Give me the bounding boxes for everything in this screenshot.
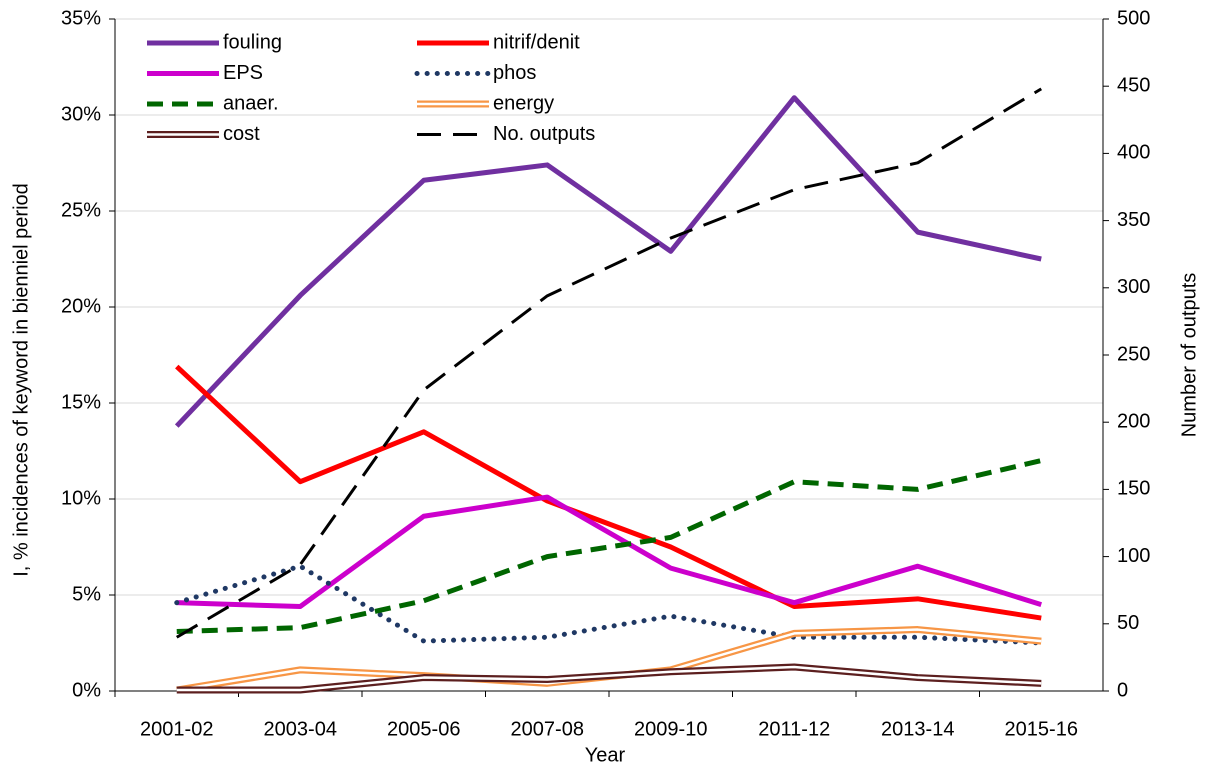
x-tick-label: 2005-06 — [387, 718, 460, 740]
y-tick-label: 15% — [61, 391, 101, 413]
legend-label: cost — [223, 123, 260, 145]
y-tick-label: 25% — [61, 199, 101, 221]
y-tick-label: 30% — [61, 103, 101, 125]
series-line — [176, 458, 1042, 634]
y-tick-label: 5% — [72, 583, 101, 605]
x-tick-label: 2013-14 — [881, 718, 954, 740]
x-axis-label: Year — [585, 744, 626, 766]
x-tick-label: 2011-12 — [758, 718, 830, 740]
series-line — [176, 494, 1042, 610]
series-line — [176, 628, 1042, 692]
legend-label: fouling — [223, 31, 282, 53]
y2-tick-label: 200 — [1117, 410, 1150, 432]
legend-label: nitrif/denit — [493, 31, 580, 53]
y2-tick-label: 450 — [1117, 74, 1150, 96]
y2-tick-label: 0 — [1117, 679, 1128, 701]
series-line — [175, 87, 1043, 639]
y-tick-label: 35% — [61, 7, 101, 29]
y2-tick-label: 50 — [1117, 612, 1139, 634]
series-line — [175, 364, 1042, 621]
series-line — [174, 563, 1044, 646]
y2-axis-label: Number of outputs — [1178, 273, 1200, 438]
legend-label: anaer. — [223, 92, 279, 114]
legend-label: No. outputs — [493, 123, 595, 145]
series-line — [176, 626, 1042, 694]
x-tick-label: 2007-08 — [511, 718, 584, 740]
x-tick-label: 2003-04 — [264, 718, 337, 740]
series-line — [174, 95, 1042, 428]
y-tick-label: 10% — [61, 487, 101, 509]
y2-tick-label: 500 — [1117, 7, 1150, 29]
y2-tick-label: 250 — [1117, 343, 1150, 365]
legend-label: EPS — [223, 62, 263, 84]
series-line — [176, 665, 1042, 692]
x-tick-label: 2009-10 — [634, 718, 707, 740]
y2-tick-label: 100 — [1117, 545, 1150, 567]
legend-label: phos — [493, 62, 536, 84]
y2-tick-label: 350 — [1117, 209, 1150, 231]
x-tick-label: 2001-02 — [140, 718, 213, 740]
y2-tick-label: 300 — [1117, 276, 1150, 298]
x-tick-label: 2015-16 — [1005, 718, 1078, 740]
y-tick-label: 0% — [72, 679, 101, 701]
y-axis-label: I, % incidences of keyword in bienniel p… — [10, 183, 32, 577]
y2-tick-label: 150 — [1117, 478, 1150, 500]
legend-label: energy — [493, 92, 554, 114]
y2-tick-label: 400 — [1117, 142, 1150, 164]
y-tick-label: 20% — [61, 295, 101, 317]
